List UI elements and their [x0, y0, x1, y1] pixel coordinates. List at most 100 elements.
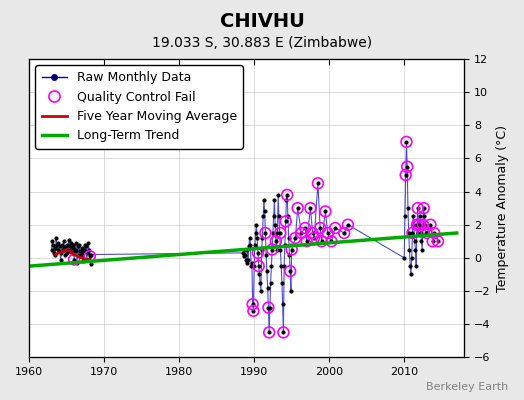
Point	[291, 235, 300, 241]
Point	[248, 260, 256, 266]
Point	[83, 256, 91, 263]
Point	[259, 213, 267, 220]
Point	[80, 241, 89, 248]
Point	[249, 308, 258, 314]
Point	[310, 235, 319, 241]
Point	[403, 164, 411, 170]
Point	[69, 245, 77, 251]
Point	[327, 238, 335, 244]
Point	[414, 230, 423, 236]
Point	[283, 213, 292, 220]
Point	[270, 197, 279, 203]
Point	[64, 246, 72, 253]
Point	[306, 205, 314, 211]
Point	[286, 268, 294, 274]
Point	[279, 329, 288, 336]
Point	[52, 241, 61, 248]
Point	[250, 263, 258, 269]
Point	[59, 238, 68, 244]
Point	[263, 268, 271, 274]
Point	[275, 213, 283, 220]
Point	[60, 245, 69, 251]
Point	[271, 222, 279, 228]
Point	[248, 301, 257, 308]
Point	[250, 241, 259, 248]
Point	[410, 238, 419, 244]
Point	[419, 222, 427, 228]
Point	[297, 230, 305, 236]
Point	[286, 268, 294, 274]
Point	[415, 222, 423, 228]
Point	[340, 230, 348, 236]
Point	[261, 230, 269, 236]
Point	[78, 250, 86, 256]
Point	[422, 230, 431, 236]
Point	[58, 241, 66, 248]
Point	[255, 263, 263, 269]
Point	[70, 256, 78, 263]
Point	[83, 250, 92, 256]
Point	[309, 230, 317, 236]
Point	[47, 246, 56, 253]
Point	[264, 304, 272, 311]
Point	[254, 250, 262, 256]
Y-axis label: Temperature Anomaly (°C): Temperature Anomaly (°C)	[496, 125, 509, 292]
Point	[75, 241, 83, 248]
Point	[402, 139, 411, 145]
Point	[401, 172, 410, 178]
Point	[269, 213, 278, 220]
Point	[252, 230, 260, 236]
Point	[417, 238, 425, 244]
Point	[74, 243, 82, 250]
Point	[264, 304, 272, 311]
Point	[314, 180, 322, 186]
Point	[62, 243, 70, 250]
Point	[55, 248, 63, 254]
Point	[306, 205, 314, 211]
Point	[281, 218, 290, 224]
Point	[323, 230, 332, 236]
Point	[73, 260, 81, 266]
Point	[262, 251, 270, 258]
Point	[253, 235, 261, 241]
Point	[293, 205, 302, 211]
Point	[50, 250, 58, 256]
Point	[408, 230, 417, 236]
Point	[249, 308, 258, 314]
Point	[407, 271, 415, 278]
Text: CHIVHU: CHIVHU	[220, 12, 304, 31]
Point	[66, 248, 74, 254]
Point	[309, 230, 317, 236]
Point	[76, 248, 84, 254]
Point	[85, 253, 94, 259]
Point	[67, 240, 75, 246]
Point	[272, 238, 280, 244]
Point	[79, 258, 88, 264]
Point	[429, 238, 437, 244]
Point	[52, 235, 60, 241]
Point	[64, 236, 73, 243]
Point	[406, 263, 414, 269]
Point	[400, 255, 408, 261]
Point	[85, 246, 93, 253]
Point	[257, 288, 265, 294]
Point	[344, 222, 352, 228]
Point	[252, 222, 260, 228]
Point	[82, 243, 90, 250]
Point	[66, 243, 74, 250]
Point	[401, 213, 409, 220]
Point	[80, 246, 88, 253]
Point	[285, 251, 293, 258]
Point	[331, 225, 340, 231]
Point	[84, 240, 93, 246]
Point	[310, 235, 319, 241]
Point	[71, 248, 79, 254]
Point	[278, 280, 286, 286]
Point	[56, 243, 64, 250]
Point	[70, 256, 78, 263]
Point	[57, 256, 65, 263]
Point	[61, 251, 69, 258]
Point	[401, 172, 410, 178]
Point	[281, 241, 289, 248]
Point	[430, 230, 439, 236]
